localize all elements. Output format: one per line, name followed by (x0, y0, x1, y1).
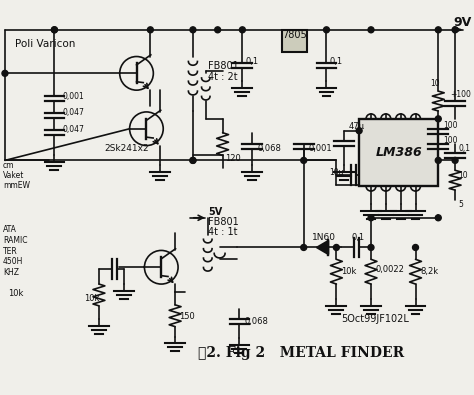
Text: cm: cm (3, 161, 15, 170)
Circle shape (435, 158, 441, 164)
Circle shape (333, 245, 339, 250)
Circle shape (301, 245, 307, 250)
Circle shape (239, 27, 246, 33)
Text: 0,1: 0,1 (329, 57, 343, 66)
Text: 9V: 9V (453, 16, 471, 29)
Text: 100: 100 (443, 121, 458, 130)
Circle shape (452, 158, 458, 164)
Text: +100: +100 (450, 90, 471, 99)
Text: 120: 120 (226, 154, 241, 163)
Text: 10μ: 10μ (329, 168, 344, 177)
Text: mmEW: mmEW (3, 181, 30, 190)
Text: 10k: 10k (341, 267, 357, 276)
Text: LM386: LM386 (375, 146, 422, 159)
Text: 0,068: 0,068 (245, 317, 268, 326)
Circle shape (412, 245, 419, 250)
Circle shape (190, 27, 196, 33)
Text: 0,1: 0,1 (351, 233, 365, 242)
Circle shape (52, 27, 57, 33)
Text: 10: 10 (458, 171, 468, 180)
Text: 100: 100 (443, 136, 458, 145)
Text: FB801: FB801 (208, 61, 238, 71)
Circle shape (435, 27, 441, 33)
Text: 5: 5 (458, 200, 463, 209)
Circle shape (190, 158, 196, 164)
Text: 10: 10 (430, 79, 440, 88)
Circle shape (301, 158, 307, 164)
Circle shape (368, 245, 374, 250)
Text: 0,001: 0,001 (309, 144, 332, 153)
Text: Vaket: Vaket (3, 171, 24, 180)
Text: 10k: 10k (84, 294, 100, 303)
Circle shape (356, 128, 362, 134)
Circle shape (368, 215, 374, 221)
Circle shape (147, 27, 154, 33)
Text: 0,068: 0,068 (257, 144, 281, 153)
Polygon shape (317, 241, 328, 254)
Text: 0,0022: 0,0022 (376, 265, 405, 274)
Text: 4t : 1t: 4t : 1t (208, 227, 237, 237)
Text: 0,047: 0,047 (62, 108, 84, 117)
Text: 2Sk241x2: 2Sk241x2 (104, 144, 148, 153)
Text: RAMIC: RAMIC (3, 236, 27, 245)
Text: 450H: 450H (3, 257, 23, 266)
Bar (282, 30, 307, 52)
Text: 7805: 7805 (282, 30, 307, 40)
Circle shape (215, 27, 220, 33)
Text: 1N60: 1N60 (311, 233, 336, 242)
Text: 5Oct99JF102L: 5Oct99JF102L (341, 314, 409, 324)
Text: ⑂2. Fig 2   METAL FINDER: ⑂2. Fig 2 METAL FINDER (198, 346, 404, 360)
Circle shape (368, 27, 374, 33)
Text: 47μ: 47μ (348, 122, 364, 131)
Circle shape (435, 116, 441, 122)
Text: 0,1: 0,1 (246, 57, 258, 66)
Text: 150: 150 (179, 312, 195, 321)
Text: ATA: ATA (3, 225, 17, 234)
Text: 0,001: 0,001 (62, 92, 84, 101)
Bar (359, 119, 438, 186)
Circle shape (435, 215, 441, 221)
Circle shape (2, 70, 8, 76)
Text: KHZ: KHZ (3, 268, 19, 276)
Text: 5V: 5V (208, 207, 222, 217)
Text: TER: TER (3, 247, 18, 256)
Text: 8,2k: 8,2k (420, 267, 438, 276)
Circle shape (190, 158, 196, 164)
Circle shape (324, 27, 329, 33)
Circle shape (452, 27, 458, 33)
Text: 0,047: 0,047 (62, 125, 84, 134)
Text: FB801: FB801 (208, 217, 238, 227)
Circle shape (52, 27, 57, 33)
Text: 4t : 2t: 4t : 2t (208, 72, 237, 82)
Text: Poli Varicon: Poli Varicon (15, 39, 75, 49)
Text: 10k: 10k (8, 290, 23, 299)
Text: 0,1: 0,1 (458, 144, 470, 153)
